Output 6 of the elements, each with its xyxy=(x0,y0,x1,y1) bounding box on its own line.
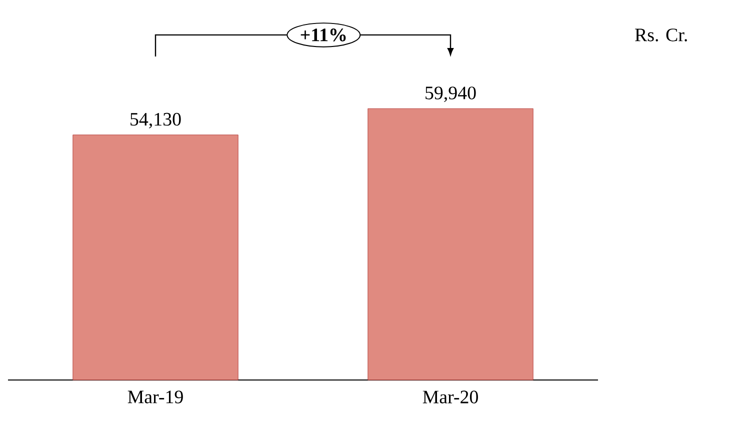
data-label: 54,130 xyxy=(130,112,181,128)
x-tick-label: Mar-20 xyxy=(422,390,478,404)
data-label: 59,940 xyxy=(426,86,476,102)
text: +11% xyxy=(300,28,346,42)
text: Rs. Cr. xyxy=(635,28,687,42)
x-tick-label: Mar-19 xyxy=(128,390,183,404)
